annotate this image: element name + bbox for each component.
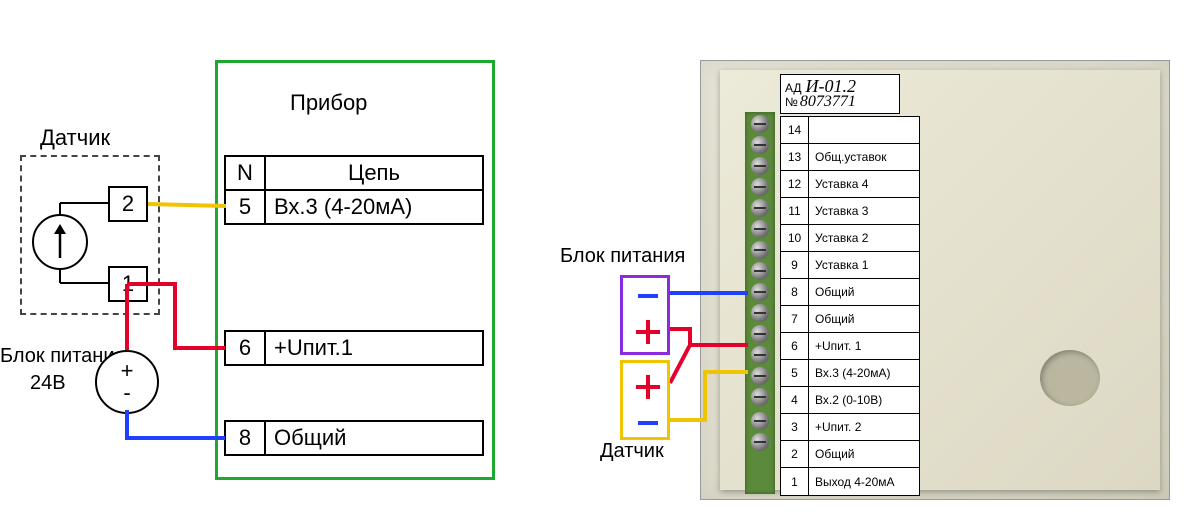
pin-row: 11Уставка 3: [781, 198, 919, 225]
pin-row: 1Выход 4-20мА: [781, 468, 919, 495]
sensor-symbol: [32, 214, 88, 270]
sensor-terminal-1: 1: [108, 266, 148, 302]
table-row-8: 8 Общий: [224, 420, 484, 456]
psu-label-2: 24В: [30, 372, 66, 395]
table-row-6: 6 +Uпит.1: [224, 330, 484, 366]
pin-row: 9Уставка 1: [781, 252, 919, 279]
row8-n: 8: [226, 422, 266, 454]
row8-c: Общий: [266, 422, 482, 454]
enclosure-cutout: [1040, 350, 1100, 406]
psu-label-right: Блок питания: [560, 245, 685, 268]
row5-c: Вх.3 (4-20мА): [266, 191, 482, 223]
arrow-up-icon: [50, 224, 70, 260]
device-pin-table: 14 13Общ.уставок 12Уставка 4 11Уставка 3…: [780, 116, 920, 496]
hdr-serial: 8073771: [800, 93, 856, 111]
device-box: [215, 60, 495, 480]
pin-row: 13Общ.уставок: [781, 144, 919, 171]
pin-row: 14: [781, 117, 919, 144]
table-header-n: N: [226, 157, 266, 189]
sensor-terminal-2: 2: [108, 186, 148, 222]
table-header-c: Цепь: [266, 157, 482, 189]
sensor-label-right: Датчик: [600, 440, 664, 463]
pin-row: 6+Uпит. 1: [781, 333, 919, 360]
wire-red-sensor-right: [670, 345, 700, 385]
row6-n: 6: [226, 332, 266, 364]
table-header: N Цепь: [224, 155, 484, 191]
psu-symbol: + -: [95, 350, 159, 414]
pin-row: 3+Uпит. 2: [781, 414, 919, 441]
diagram-canvas: Прибор N Цепь 5 Вх.3 (4-20мА) 6 +Uпит.1 …: [0, 0, 1200, 529]
pin-row: 7Общий: [781, 306, 919, 333]
psu-plus: +: [121, 360, 134, 382]
pin-row: 8Общий: [781, 279, 919, 306]
sensor-label: Датчик: [40, 125, 110, 151]
device-label: Прибор: [290, 90, 367, 116]
screws: [745, 112, 775, 494]
table-row-5: 5 Вх.3 (4-20мА): [224, 189, 484, 225]
psu-minus: -: [123, 382, 130, 404]
pin-row: 12Уставка 4: [781, 171, 919, 198]
row6-c: +Uпит.1: [266, 332, 482, 364]
pin-row: 2Общий: [781, 441, 919, 468]
row5-n: 5: [226, 191, 266, 223]
pin-row: 5Вх.3 (4-20мА): [781, 360, 919, 387]
device-header-plate: АД И-01.2 № 8073771: [780, 74, 900, 114]
pin-row: 4Вх.2 (0-10В): [781, 387, 919, 414]
hdr-no: №: [785, 95, 798, 109]
psu-symbol-right: [620, 275, 670, 355]
sensor-symbol-right: [620, 360, 670, 440]
pin-row: 10Уставка 2: [781, 225, 919, 252]
